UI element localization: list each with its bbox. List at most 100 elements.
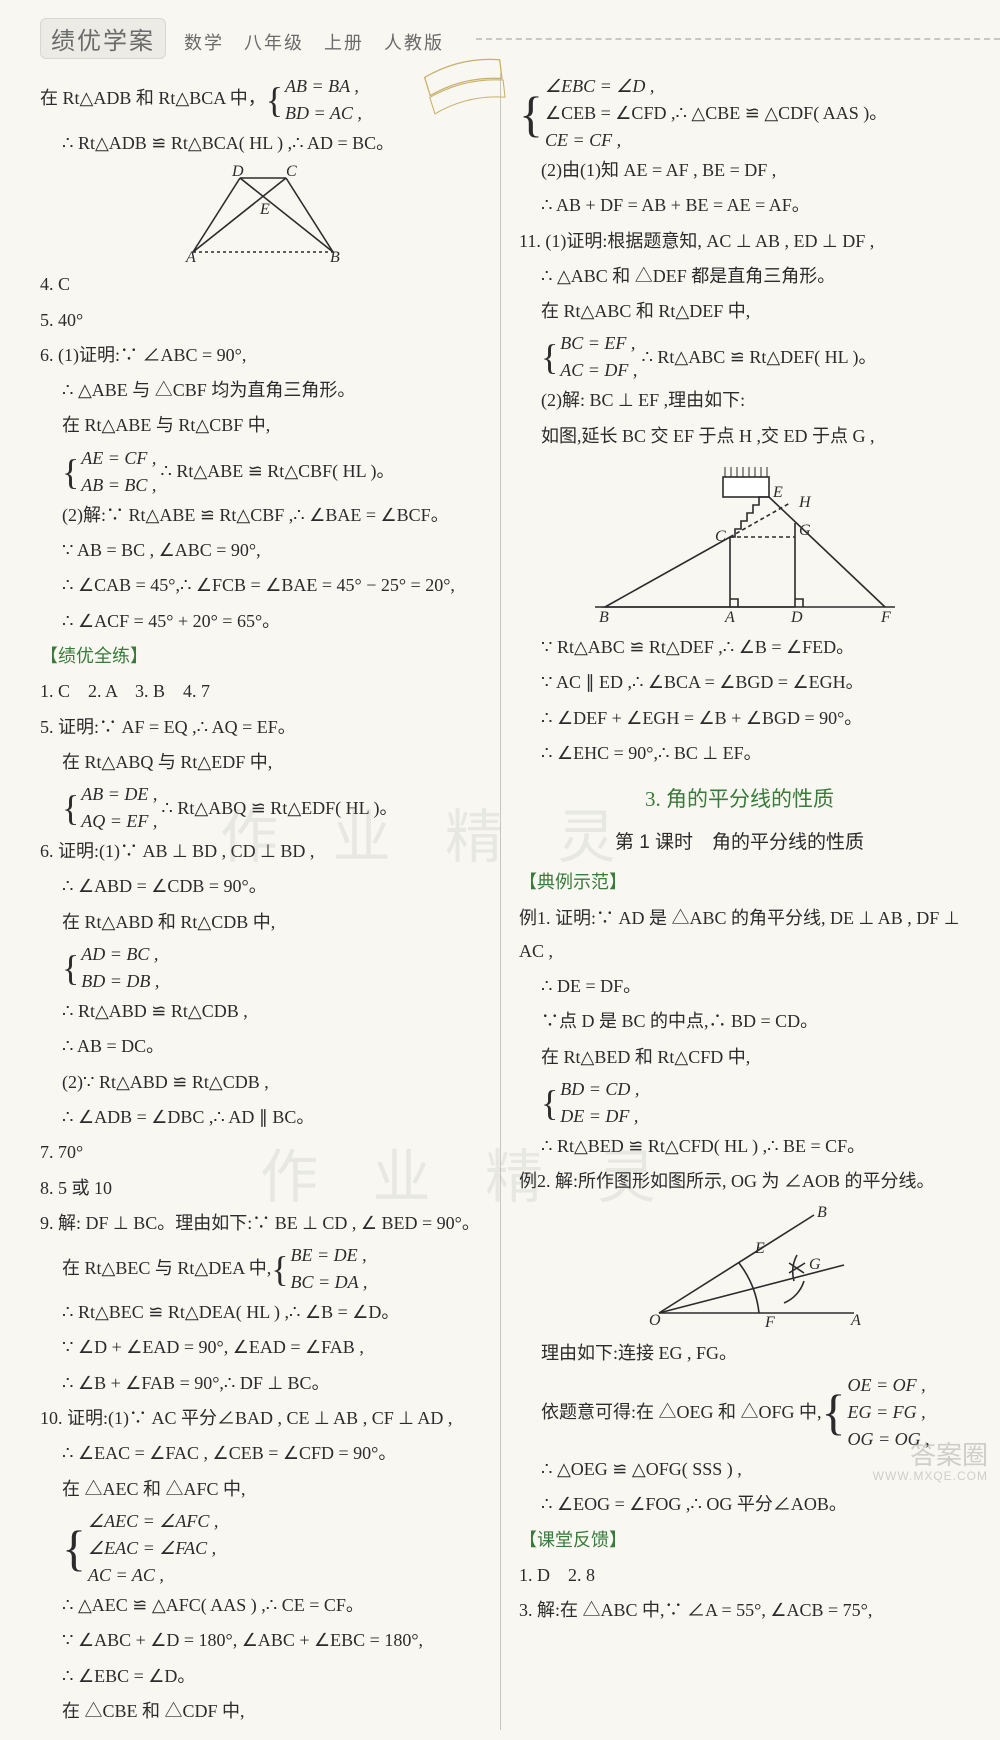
svg-text:G: G xyxy=(809,1256,821,1273)
text: ∠AEC = ∠AFC , xyxy=(88,1508,218,1535)
text: ∴ AB = DC。 xyxy=(40,1030,486,1063)
book-subtitle: 数学 八年级 上册 人教版 xyxy=(184,29,444,55)
text: 在 Rt△BED 和 Rt△CFD 中, xyxy=(519,1041,960,1074)
text: AB = DE , xyxy=(81,781,157,808)
text: (2)∵ Rt△ABD ≌ Rt△CDB , xyxy=(40,1066,486,1099)
text: 3. 解:在 △ABC 中,∵ ∠A = 55°, ∠ACB = 75°, xyxy=(519,1594,960,1627)
text: AE = CF , xyxy=(81,445,156,472)
text: (2)解:∵ Rt△ABE ≌ Rt△CBF ,∴ ∠BAE = ∠BCF。 xyxy=(40,499,486,532)
svg-text:B: B xyxy=(817,1204,827,1221)
text: BC = EF , xyxy=(560,330,637,357)
text: BD = AC , xyxy=(285,100,362,127)
brace-icon: { xyxy=(62,454,79,490)
svg-text:A: A xyxy=(185,249,196,264)
figure-triangle-adb: A B D C E xyxy=(168,164,358,264)
text: ∵ Rt△ABC ≌ Rt△DEF ,∴ ∠B = ∠FED。 xyxy=(519,631,960,664)
text: 1. C 2. A 3. B 4. 7 xyxy=(40,675,486,708)
book-title: 绩优学案 xyxy=(40,18,166,59)
text: AD = BC , xyxy=(81,941,159,968)
subsection-title: 【典例示范】 xyxy=(519,866,960,899)
text: ∴ ∠EAC = ∠FAC , ∠CEB = ∠CFD = 90°。 xyxy=(40,1437,486,1470)
text: ∴ △ABC 和 △DEF 都是直角三角形。 xyxy=(519,260,960,293)
text: AB = BC , xyxy=(81,472,156,499)
text: ∵ ∠ABC + ∠D = 180°, ∠ABC + ∠EBC = 180°, xyxy=(40,1624,486,1657)
text: 在 Rt△ABQ 与 Rt△EDF 中, xyxy=(40,746,486,779)
text: DE = DF , xyxy=(560,1103,639,1130)
brace-icon: { xyxy=(62,790,79,826)
svg-text:B: B xyxy=(599,609,609,626)
text: BD = DB , xyxy=(81,968,159,995)
svg-text:E: E xyxy=(259,201,270,218)
svg-text:C: C xyxy=(715,528,726,545)
brace-icon: { xyxy=(62,1523,86,1573)
text: 如图,延长 BC 交 EF 于点 H ,交 ED 于点 G , xyxy=(519,420,960,453)
text: 8. 5 或 10 xyxy=(40,1172,486,1205)
text: ∴ ∠EOG = ∠FOG ,∴ OG 平分∠AOB。 xyxy=(519,1488,960,1521)
text: EG = FG , xyxy=(848,1399,930,1426)
text: ∴ ∠ACF = 45° + 20° = 65°。 xyxy=(40,605,486,638)
text: 在 △AEC 和 △AFC 中, xyxy=(40,1473,486,1506)
text: CE = CF , xyxy=(545,127,887,154)
text: ∵点 D 是 BC 的中点,∴ BD = CD。 xyxy=(519,1005,960,1038)
figure-slide-structure: B A D F C E H G xyxy=(575,457,905,627)
text: (2)解: BC ⊥ EF ,理由如下: xyxy=(519,384,960,417)
corner-badge: 答案圈 WWW.MXQE.COM xyxy=(873,1441,988,1483)
svg-text:D: D xyxy=(231,164,244,180)
svg-text:G: G xyxy=(799,522,811,539)
corner-badge-url: WWW.MXQE.COM xyxy=(873,1470,988,1483)
text: ∴ Rt△ABQ ≌ Rt△EDF( HL )。 xyxy=(161,792,397,825)
brace-icon: { xyxy=(62,950,79,986)
text: AC = AC , xyxy=(88,1562,218,1589)
text: ∴ ∠B + ∠FAB = 90°,∴ DF ⊥ BC。 xyxy=(40,1367,486,1400)
text: 6. 证明:(1)∵ AB ⊥ BD , CD ⊥ BD , xyxy=(40,835,486,868)
svg-text:A: A xyxy=(724,609,735,626)
text: 11. (1)证明:根据题意知, AC ⊥ AB , ED ⊥ DF , xyxy=(519,225,960,258)
subsection-title: 【课堂反馈】 xyxy=(519,1524,960,1557)
figure-angle-bisector: O A B E F G xyxy=(639,1203,869,1333)
text: ∠CEB = ∠CFD ,∴ △CBE ≌ △CDF( AAS )。 xyxy=(545,100,887,127)
text: 在 Rt△ABD 和 Rt△CDB 中, xyxy=(40,906,486,939)
text: ∴ ∠ADB = ∠DBC ,∴ AD ∥ BC。 xyxy=(40,1101,486,1134)
svg-text:D: D xyxy=(790,609,803,626)
svg-text:B: B xyxy=(330,249,340,264)
svg-text:F: F xyxy=(764,1314,775,1331)
brace-icon: { xyxy=(822,1387,846,1437)
svg-text:C: C xyxy=(286,164,297,180)
text: ∴ ∠ABD = ∠CDB = 90°。 xyxy=(40,870,486,903)
page-content: 在 Rt△ADB 和 Rt△BCA 中， { AB = BA , BD = AC… xyxy=(0,67,1000,1740)
text: ∴ AB + DF = AB + BE = AE = AF。 xyxy=(519,189,960,222)
text: BE = DE , xyxy=(291,1242,368,1269)
text: ∴ ∠CAB = 45°,∴ ∠FCB = ∠BAE = 45° − 25° =… xyxy=(40,569,486,602)
text: ∴ Rt△ABC ≌ Rt△DEF( HL )。 xyxy=(641,341,876,374)
brace-icon: { xyxy=(519,89,543,139)
text: 9. 解: DF ⊥ BC。理由如下:∵ BE ⊥ CD , ∠ BED = 9… xyxy=(40,1207,486,1240)
header-dashes xyxy=(476,38,1000,40)
text: AC = DF , xyxy=(560,357,637,384)
text: AQ = EF , xyxy=(81,808,157,835)
text: 理由如下:连接 EG , FG。 xyxy=(519,1337,960,1370)
text: 例1. 证明:∵ AD 是 △ABC 的角平分线, DE ⊥ AB , DF ⊥… xyxy=(519,902,960,969)
text: ∴ ∠EHC = 90°,∴ BC ⊥ EF。 xyxy=(519,737,960,770)
text: ∵ AB = BC , ∠ABC = 90°, xyxy=(40,534,486,567)
text: 在 △CBE 和 △CDF 中, xyxy=(40,1695,486,1728)
text: ∴ △AEC ≌ △AFC( AAS ) ,∴ CE = CF。 xyxy=(40,1589,486,1622)
text: 1. D 2. 8 xyxy=(519,1559,960,1592)
text: 10. 证明:(1)∵ AC 平分∠BAD , CE ⊥ AB , CF ⊥ A… xyxy=(40,1402,486,1435)
text: ∵ AC ∥ ED ,∴ ∠BCA = ∠BGD = ∠EGH。 xyxy=(519,666,960,699)
text: ∴ △ABE 与 △CBF 均为直角三角形。 xyxy=(40,374,486,407)
text: ∴ DE = DF。 xyxy=(519,970,960,1003)
text: ∠EBC = ∠D , xyxy=(545,73,887,100)
text: 4. C xyxy=(40,268,486,301)
svg-text:H: H xyxy=(798,494,812,511)
column-left: 在 Rt△ADB 和 Rt△BCA 中， { AB = BA , BD = AC… xyxy=(40,73,500,1730)
brace-icon: { xyxy=(541,1085,558,1121)
text: ∴ Rt△ABE ≌ Rt△CBF( HL )。 xyxy=(160,455,394,488)
text: AB = BA , xyxy=(285,73,362,100)
text: 5. 证明:∵ AF = EQ ,∴ AQ = EF。 xyxy=(40,711,486,744)
text: ∴ ∠EBC = ∠D。 xyxy=(40,1660,486,1693)
lesson-title: 第 1 课时 角的平分线的性质 xyxy=(519,825,960,860)
svg-text:A: A xyxy=(850,1312,861,1329)
svg-text:E: E xyxy=(772,484,783,501)
text: ∴ Rt△ABD ≌ Rt△CDB , xyxy=(40,995,486,1028)
text: 依题意可得:在 △OEG 和 △OFG 中, xyxy=(541,1396,822,1429)
